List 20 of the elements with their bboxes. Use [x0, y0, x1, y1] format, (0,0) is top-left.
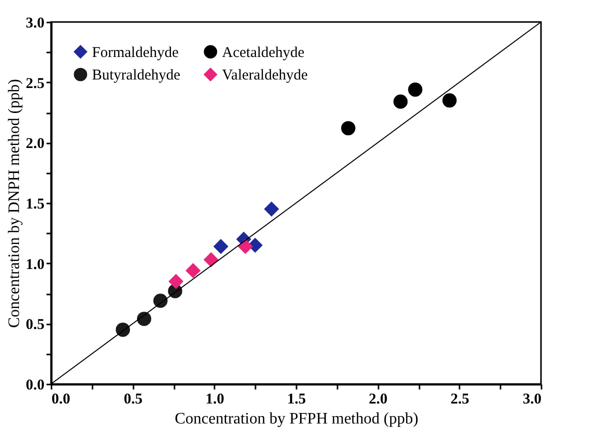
legend-label: Formaldehyde	[92, 44, 179, 61]
x-tick-label: 1.0	[205, 392, 224, 408]
x-tick-label: 0.0	[52, 392, 70, 408]
y-axis-title: Concentration by DNPH method (ppb)	[6, 79, 23, 328]
y-tick-label: 2.5	[26, 76, 44, 92]
y-tick-label: 0.5	[26, 317, 44, 334]
y-tick-label: 1.5	[26, 196, 44, 212]
x-tick-label: 3.0	[522, 392, 542, 408]
y-tick-label: 0.0	[26, 378, 44, 394]
x-axis-title: Concentration by PFPH method (ppb)	[174, 410, 418, 428]
x-tick-label: 1.5	[287, 392, 306, 408]
y-tick-label: 1.0	[26, 256, 44, 273]
y-tick-label: 3.0	[26, 16, 44, 32]
legend-label: Valeraldehyde	[222, 68, 308, 84]
x-tick-label: 0.5	[124, 392, 143, 408]
legend-label: Acetaldehyde	[222, 44, 305, 61]
y-tick-label: 2.0	[26, 136, 44, 152]
x-tick-label: 2.0	[368, 392, 388, 408]
x-tick-label: 2.5	[450, 392, 470, 408]
legend-label: Butyraldehyde	[92, 68, 181, 84]
